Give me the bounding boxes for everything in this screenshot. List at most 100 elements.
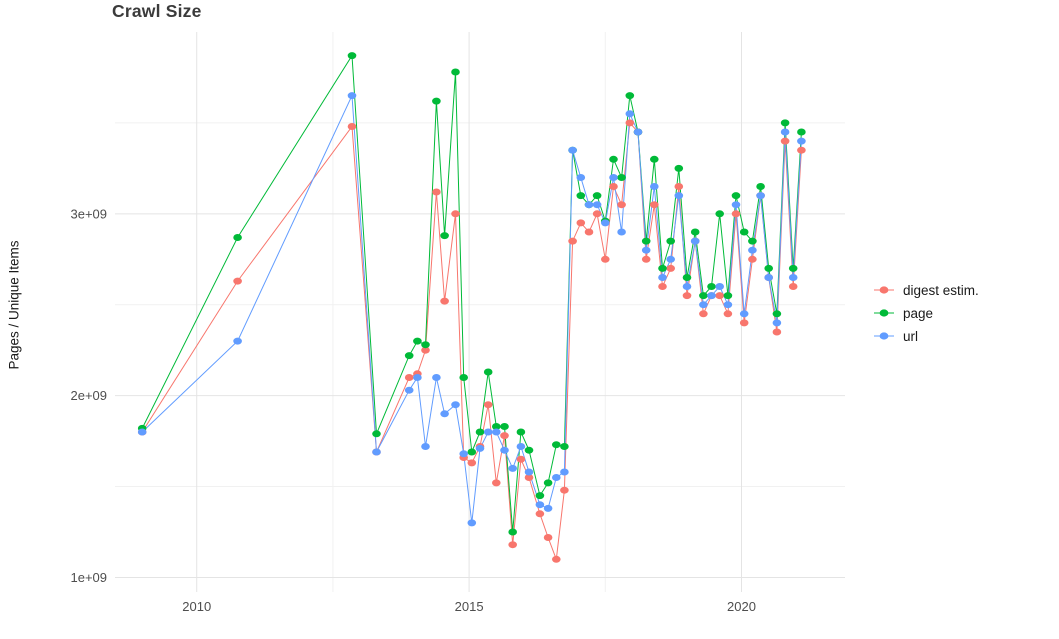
data-point-page [524, 446, 534, 454]
data-point-page [459, 374, 469, 381]
data-point-url [584, 201, 594, 209]
data-point-url [699, 301, 708, 309]
data-point-digest-estim- [576, 219, 586, 227]
data-point-digest-estim- [617, 201, 626, 209]
data-point-page [467, 448, 477, 456]
data-point-digest-estim- [739, 319, 749, 327]
data-point-url [233, 337, 242, 345]
data-point-page [666, 237, 675, 245]
legend-item-digest: digest estim. [872, 282, 979, 298]
data-point-digest-estim- [731, 210, 741, 218]
data-point-url [524, 468, 534, 476]
data-point-url [483, 428, 493, 436]
data-point-digest-estim- [650, 201, 659, 209]
data-point-url [432, 374, 441, 381]
data-point-url [451, 401, 460, 409]
data-point-page [475, 428, 485, 436]
data-point-page [347, 52, 357, 60]
data-point-url [552, 474, 561, 481]
data-point-url [641, 246, 651, 254]
data-point-url [650, 183, 659, 190]
data-point-digest-estim- [483, 401, 493, 409]
legend-label-url: url [903, 328, 919, 344]
data-point-url [658, 274, 667, 281]
data-point-digest-estim- [440, 297, 449, 305]
data-point-url [508, 464, 517, 472]
data-point-digest-estim- [508, 541, 517, 549]
data-point-url [682, 283, 692, 290]
data-point-url [723, 301, 733, 309]
data-point-url [764, 274, 773, 281]
data-point-url [739, 310, 749, 318]
data-point-url [576, 174, 586, 181]
data-point-digest-estim- [780, 137, 790, 145]
data-point-url [475, 444, 485, 452]
data-point-page [372, 430, 381, 438]
data-point-page [674, 164, 684, 172]
data-point-page [690, 228, 700, 236]
data-point-url [560, 468, 569, 476]
data-point-url [459, 450, 469, 458]
data-point-url [731, 201, 741, 209]
data-point-digest-estim- [666, 264, 675, 272]
data-point-digest-estim- [723, 310, 733, 318]
data-point-page [788, 264, 798, 272]
data-point-digest-estim- [797, 146, 806, 154]
data-point-page [772, 310, 782, 318]
data-point-digest-estim- [715, 292, 724, 300]
data-point-page [535, 492, 545, 500]
data-point-digest-estim- [404, 374, 414, 381]
data-point-digest-estim- [584, 228, 594, 236]
y-tick-label: 3e+09 [70, 206, 107, 221]
data-point-page [731, 192, 741, 200]
data-point-url [674, 192, 684, 200]
data-point-page [764, 264, 773, 272]
y-tick-label: 1e+09 [70, 570, 107, 585]
legend: digest estim. page url [872, 282, 979, 344]
data-point-page [609, 155, 618, 163]
data-point-url [609, 174, 618, 181]
data-point-page [413, 337, 422, 345]
legend-label-digest: digest estim. [903, 282, 979, 298]
data-point-url [707, 292, 716, 300]
data-point-digest-estim- [568, 237, 577, 245]
data-point-page [592, 192, 602, 200]
data-point-url [137, 428, 147, 436]
data-point-page [576, 192, 586, 200]
data-point-digest-estim- [641, 255, 651, 263]
data-point-page [404, 352, 414, 360]
data-point-digest-estim- [682, 292, 692, 300]
legend-key-url-icon [874, 332, 894, 340]
x-tick-label: 2010 [182, 599, 211, 614]
legend-key-digest-icon [874, 286, 894, 294]
series-line-digest-estim- [141, 121, 802, 560]
data-point-page [723, 292, 733, 300]
series-line-page [141, 54, 802, 533]
data-point-digest-estim- [609, 183, 618, 190]
data-point-url [404, 386, 414, 394]
data-point-page [500, 423, 509, 430]
data-point-url [666, 255, 675, 263]
data-point-url [568, 146, 577, 154]
data-point-page [483, 368, 493, 376]
data-point-digest-estim- [788, 283, 798, 290]
data-point-digest-estim- [432, 188, 441, 196]
y-axis-label: Pages / Unique Items [6, 240, 22, 370]
x-tick-label: 2015 [455, 599, 484, 614]
data-point-digest-estim- [492, 479, 501, 487]
legend-label-page: page [903, 305, 934, 321]
data-point-digest-estim- [552, 555, 561, 563]
data-point-page [625, 92, 635, 100]
data-point-page [552, 441, 561, 449]
data-point-page [492, 423, 501, 430]
data-point-page [699, 292, 708, 300]
data-point-page [508, 528, 517, 536]
data-point-url [372, 448, 381, 456]
data-point-digest-estim- [658, 283, 667, 290]
data-point-digest-estim- [467, 459, 477, 467]
data-point-digest-estim- [674, 183, 684, 190]
data-point-page [560, 443, 569, 450]
data-point-page [440, 232, 449, 240]
data-point-digest-estim- [625, 119, 635, 127]
